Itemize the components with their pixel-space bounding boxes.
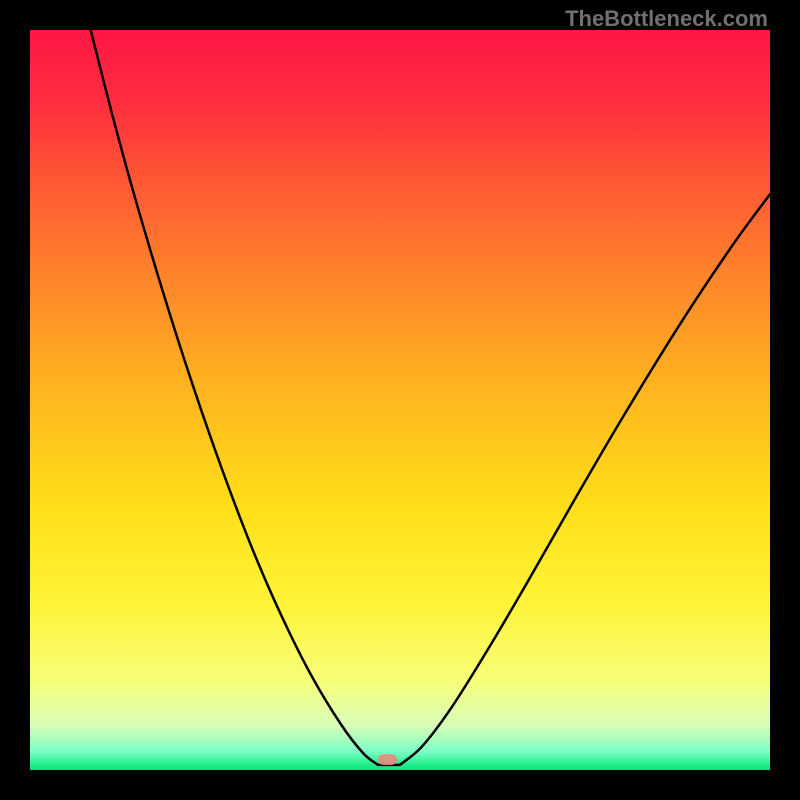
chart-root: TheBottleneck.com <box>0 0 800 800</box>
plot-area <box>30 30 770 770</box>
watermark-text: TheBottleneck.com <box>565 6 768 32</box>
gradient-background <box>30 30 770 770</box>
minimum-marker <box>378 754 397 766</box>
